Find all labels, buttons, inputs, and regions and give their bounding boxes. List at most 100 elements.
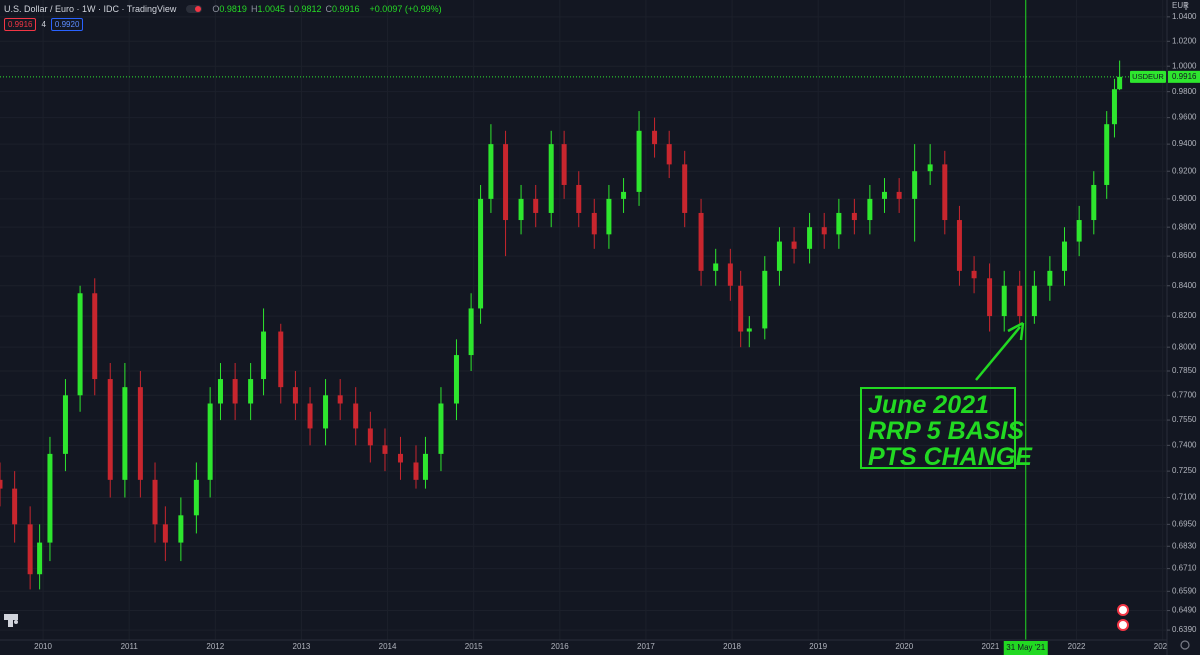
annotation-arrow (975, 326, 1021, 381)
candle-body (533, 198, 539, 213)
time-axis: 2010 2011 2012 2013 2014 2015 2016 2017 2018 2019… (0, 639, 1200, 655)
ohlc-key: C (325, 4, 333, 14)
candle-body (207, 403, 213, 480)
y-tick-label: 0.9400 (1172, 139, 1197, 148)
candle-body (576, 184, 582, 213)
ohlc-values: O0.9819 H1.0045 L0.9812 C0.9916 (212, 4, 363, 14)
candle-body (178, 515, 184, 543)
settings-icon[interactable] (1180, 640, 1190, 650)
candle-body (867, 198, 873, 221)
ohlc-value: 1.0045 (257, 4, 285, 14)
ohlc-key: H (250, 4, 258, 14)
candle-body (152, 479, 158, 525)
x-tick-label: 2023 (1154, 642, 1172, 651)
candle-body (791, 241, 797, 249)
candle-body (367, 428, 373, 446)
visibility-toggle[interactable] (186, 5, 203, 13)
candle-body (468, 308, 474, 356)
flag-icon (1117, 619, 1129, 631)
candle-body (162, 524, 168, 543)
candle-body (107, 379, 113, 480)
candle-body (1017, 285, 1023, 317)
y-tick-label: 1.0400 (1172, 12, 1197, 21)
candle-body (807, 227, 813, 249)
x-tick-label: 2021 (982, 642, 1000, 651)
y-tick-label: 1.0000 (1172, 61, 1197, 70)
candle-body (682, 164, 688, 213)
candle-body (261, 331, 267, 380)
candle-body (92, 293, 98, 380)
candle-body (488, 144, 494, 199)
y-tick-label: 0.7100 (1172, 493, 1197, 502)
y-tick-label: 0.6590 (1172, 586, 1197, 595)
ohlc-key: O (212, 4, 220, 14)
y-tick-label: 0.7400 (1172, 440, 1197, 449)
candle-body (636, 130, 642, 192)
y-tick-label: 0.7850 (1172, 366, 1197, 375)
event-icons (1117, 604, 1129, 631)
y-tick-label: 0.7550 (1172, 415, 1197, 424)
y-tick-label: 0.6390 (1172, 625, 1197, 634)
candle-body (1062, 241, 1068, 271)
candle-body (1076, 220, 1082, 242)
flag-icon (1117, 604, 1129, 616)
candle-body (882, 191, 888, 199)
candle-body (987, 278, 993, 317)
candle-body (956, 220, 962, 271)
candle-body (137, 387, 143, 480)
candle-body (307, 403, 313, 429)
sell-price[interactable]: 0.9916 (4, 18, 37, 31)
candle-body (278, 331, 284, 388)
candle-body (548, 144, 554, 213)
time-axis-bg (0, 640, 1200, 655)
candle-body (727, 263, 733, 286)
y-tick-label: 0.8600 (1172, 251, 1197, 260)
x-tick-label: 2018 (723, 642, 741, 651)
price-axis-bg (1167, 0, 1200, 655)
candle-body (762, 270, 768, 329)
y-tick-label: 0.7700 (1172, 390, 1197, 399)
price-tag-bg (1168, 70, 1200, 83)
y-tick-label: 0.8800 (1172, 222, 1197, 231)
candle-body (1117, 76, 1123, 90)
ohlc-key: L (288, 4, 294, 14)
x-tick-label: 2014 (379, 642, 397, 651)
gear[interactable] (1180, 640, 1190, 650)
x-tick-label: 2016 (551, 642, 569, 651)
candle-body (1047, 270, 1053, 286)
candle-body (292, 387, 298, 404)
buy-price[interactable]: 0.9920 (50, 18, 84, 31)
logo-part (8, 620, 13, 627)
overlay: USDEUR (0, 0, 1167, 655)
ohlc-value: 0.9916 (332, 4, 360, 14)
candle-body (478, 198, 484, 309)
x-tick-label: 2017 (637, 642, 655, 651)
candle-body (193, 479, 199, 516)
x-tick-label: 2022 (1068, 642, 1086, 651)
y-tick-label: 0.7250 (1172, 466, 1197, 475)
y-tick-label: 0.6710 (1172, 564, 1197, 573)
candle-body (453, 355, 459, 404)
candle-body (606, 198, 612, 235)
candle-body (591, 212, 597, 235)
candle-body (738, 285, 744, 332)
grid (0, 0, 1167, 640)
spread: 4 (41, 20, 46, 29)
candle-body (518, 198, 524, 221)
x-tick-label: 2019 (809, 642, 827, 651)
candle-body (0, 479, 3, 489)
logo-part (14, 620, 18, 624)
y-tick-label: 0.8400 (1172, 281, 1197, 290)
y-tick-label: 0.8000 (1172, 342, 1197, 351)
crosshair-date-bg (1003, 641, 1048, 655)
x-tick-label: 2015 (465, 642, 483, 651)
symbol-title: U.S. Dollar / Euro · 1W · IDC · TradingV… (4, 4, 177, 14)
candle-body (836, 212, 842, 235)
candle-body (397, 453, 403, 463)
y-tick-label: 0.6830 (1172, 541, 1197, 550)
candle-body (422, 453, 428, 480)
candle-body (666, 144, 672, 165)
candle-body (438, 403, 444, 454)
annotation-arrowhead (1007, 321, 1025, 341)
